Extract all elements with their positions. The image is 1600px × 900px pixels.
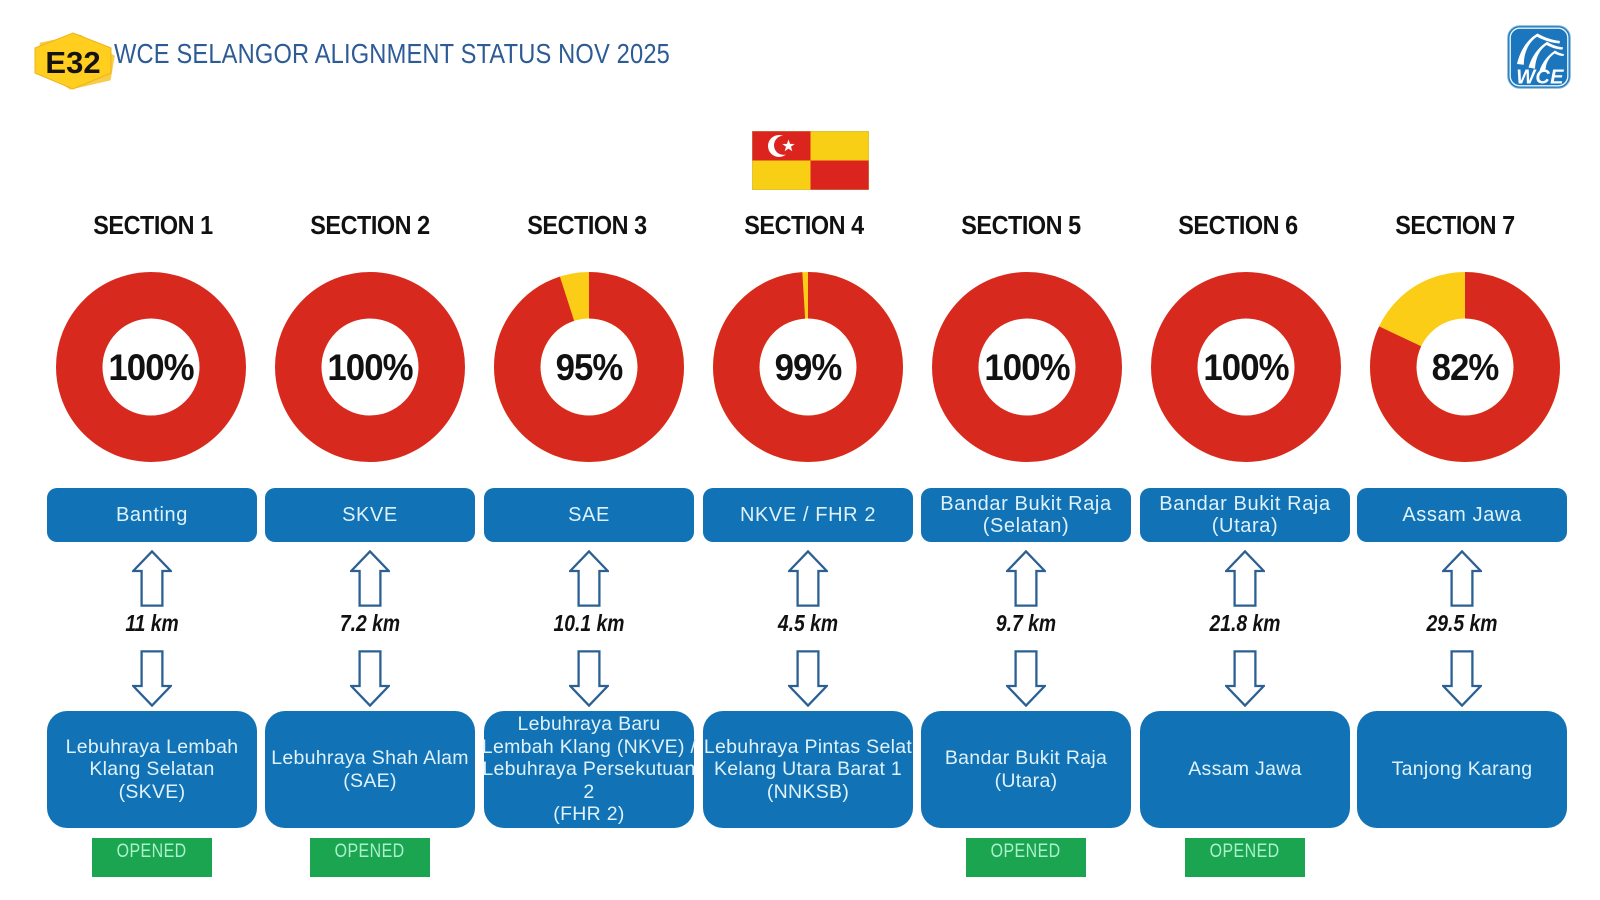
svg-text:WCE: WCE bbox=[1516, 67, 1564, 89]
svg-text:E32: E32 bbox=[45, 45, 100, 80]
